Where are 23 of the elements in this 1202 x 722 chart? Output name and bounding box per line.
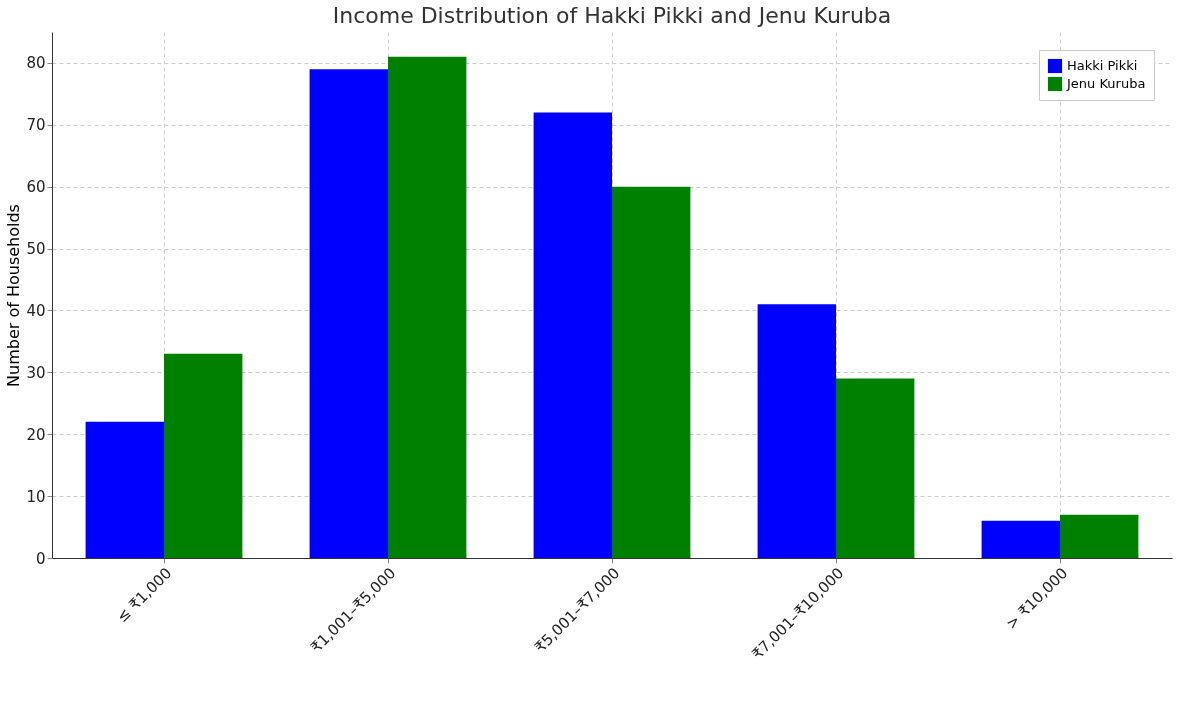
legend-label: Jenu Kuruba — [1066, 76, 1146, 91]
bar — [164, 353, 243, 558]
y-tick-label: 30 — [26, 363, 46, 382]
bar — [757, 304, 836, 558]
y-tick-label: 40 — [26, 301, 46, 320]
y-tick-label: 20 — [26, 425, 46, 444]
bar — [981, 520, 1060, 558]
bar — [1060, 514, 1139, 558]
bar — [85, 421, 164, 558]
bar — [612, 186, 691, 558]
chart-title: Income Distribution of Hakki Pikki and Jenu Kuruba — [332, 3, 892, 28]
bar — [836, 378, 915, 558]
y-tick-label: 70 — [26, 116, 46, 135]
y-tick-label: 0 — [35, 549, 46, 568]
y-tick-label: 80 — [26, 54, 46, 73]
y-axis-title: Number of Households — [4, 204, 24, 387]
bar — [533, 112, 612, 558]
bar — [388, 56, 467, 558]
y-tick-label: 60 — [26, 178, 46, 197]
legend-label: Hakki Pikki — [1067, 58, 1138, 73]
y-tick-label: 50 — [26, 240, 46, 259]
y-tick-label: 10 — [26, 487, 46, 506]
bar — [309, 69, 388, 558]
